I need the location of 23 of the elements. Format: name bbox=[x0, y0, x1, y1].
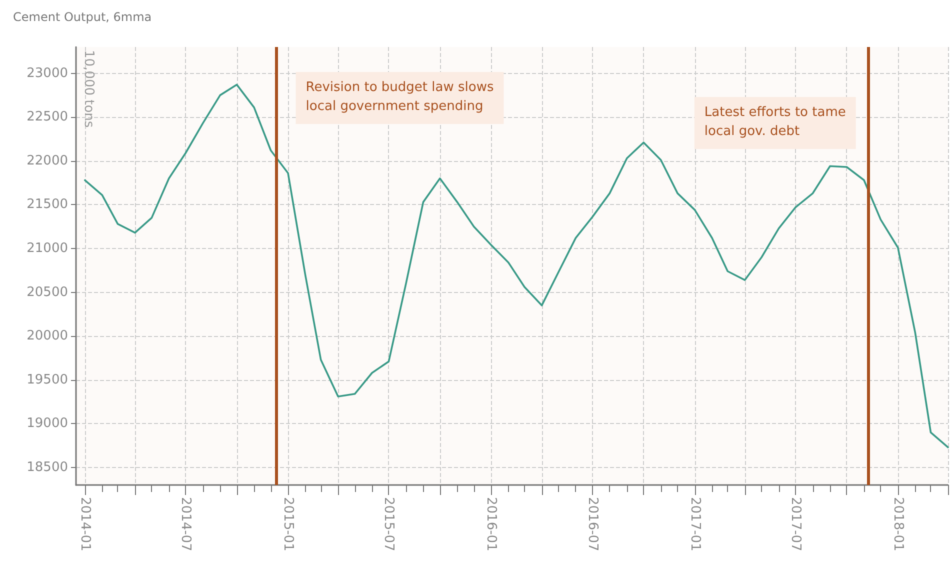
y-tick-label: 20500 bbox=[26, 284, 68, 300]
y-tick-label: 20000 bbox=[26, 328, 68, 344]
ref-line-label: Revision to budget law slows local government spending bbox=[306, 80, 494, 114]
x-tick-label: 2018-01 bbox=[890, 497, 906, 552]
y-tick-label: 21000 bbox=[26, 240, 68, 256]
y-tick-label: 23000 bbox=[26, 66, 68, 81]
x-tick-label: 2016-01 bbox=[484, 497, 499, 552]
x-tick-label: 2016-07 bbox=[584, 497, 600, 552]
x-tick-label: 2017-01 bbox=[687, 497, 702, 552]
x-tick-label: 2015-01 bbox=[280, 497, 296, 552]
x-tick-label: 2017-07 bbox=[788, 497, 804, 552]
y-tick-label: 18500 bbox=[26, 460, 68, 475]
y-tick-label: 22500 bbox=[26, 110, 68, 125]
x-tick-label: 2014-07 bbox=[178, 497, 194, 552]
y-axis-title: 10,000 tons bbox=[81, 50, 96, 128]
ref-line-label: Latest efforts to tame local gov. debt bbox=[704, 105, 846, 139]
chart-title: Cement Output, 6mma bbox=[13, 10, 152, 24]
x-tick-label: 2014-01 bbox=[77, 497, 92, 552]
y-tick-label: 22000 bbox=[26, 153, 68, 168]
y-tick-label: 19500 bbox=[26, 372, 68, 388]
y-tick-label: 21500 bbox=[26, 197, 68, 212]
y-tick-label: 19000 bbox=[26, 416, 68, 432]
x-tick-label: 2015-07 bbox=[381, 497, 396, 552]
